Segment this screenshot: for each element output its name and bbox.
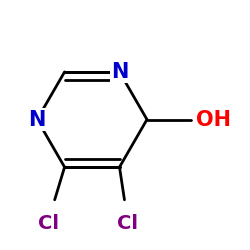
- Text: N: N: [111, 62, 128, 82]
- Text: Cl: Cl: [38, 214, 58, 233]
- Text: N: N: [28, 110, 46, 130]
- Text: OH: OH: [196, 110, 232, 130]
- Text: Cl: Cl: [117, 214, 138, 233]
